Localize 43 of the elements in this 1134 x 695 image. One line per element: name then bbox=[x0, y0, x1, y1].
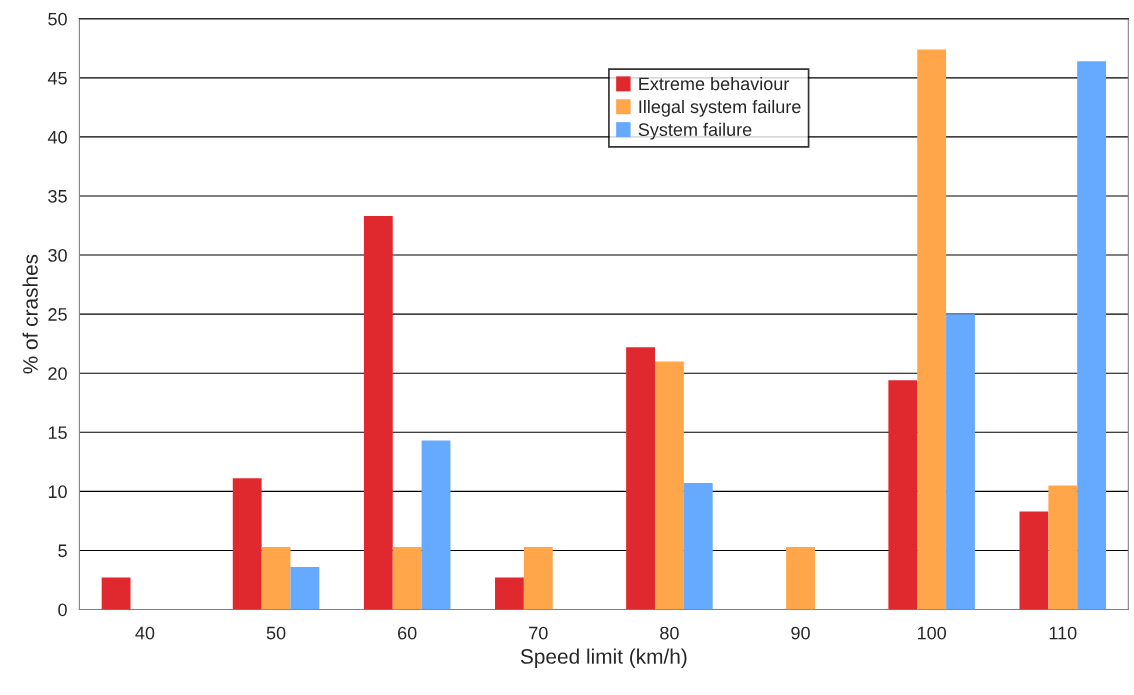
x-tick-label: 100 bbox=[917, 626, 947, 640]
bar bbox=[392, 546, 422, 610]
bar bbox=[626, 347, 655, 610]
y-tick-label: 30 bbox=[48, 249, 67, 262]
y-tick-label: 45 bbox=[47, 71, 67, 85]
legend-label: System failure bbox=[638, 122, 752, 140]
bar bbox=[523, 546, 553, 610]
bar bbox=[232, 478, 262, 610]
bar bbox=[654, 361, 684, 610]
y-tick-label: 0 bbox=[58, 603, 67, 617]
bar bbox=[363, 216, 393, 610]
y-tick-label: 10 bbox=[48, 485, 67, 499]
x-tick-label: 80 bbox=[660, 626, 679, 640]
bar bbox=[786, 546, 815, 610]
bar bbox=[101, 577, 131, 610]
y-tick-label: 50 bbox=[48, 12, 67, 26]
bar bbox=[1077, 61, 1107, 610]
y-tick-label: 25 bbox=[48, 308, 67, 321]
bar bbox=[683, 483, 713, 610]
bar bbox=[888, 380, 918, 610]
bar bbox=[495, 577, 524, 610]
bar bbox=[1048, 485, 1078, 610]
legend-label: Illegal system failure bbox=[639, 99, 801, 117]
y-tick-label: 35 bbox=[48, 189, 67, 203]
x-tick-label: 60 bbox=[398, 626, 417, 640]
y-tick-label: 20 bbox=[48, 367, 67, 380]
y-tick-label: 15 bbox=[48, 426, 67, 440]
y-tick-label: 40 bbox=[47, 130, 67, 144]
bar bbox=[917, 49, 947, 610]
y-tick-label: 5 bbox=[58, 544, 67, 558]
bar bbox=[421, 440, 451, 610]
x-tick-label: 40 bbox=[135, 626, 155, 640]
x-axis-title: Speed limit (km/h) bbox=[520, 648, 687, 668]
y-axis-title: % of crashes bbox=[22, 254, 38, 374]
x-tick-label: 50 bbox=[266, 626, 286, 640]
x-tick-label: 90 bbox=[791, 626, 810, 640]
bar bbox=[290, 566, 320, 610]
bar bbox=[261, 546, 291, 610]
x-tick-label: 70 bbox=[529, 626, 548, 640]
bar bbox=[1019, 511, 1049, 610]
x-tick-label: 110 bbox=[1049, 626, 1077, 640]
bar bbox=[946, 314, 975, 610]
legend-label: Extreme behaviour bbox=[639, 77, 790, 91]
